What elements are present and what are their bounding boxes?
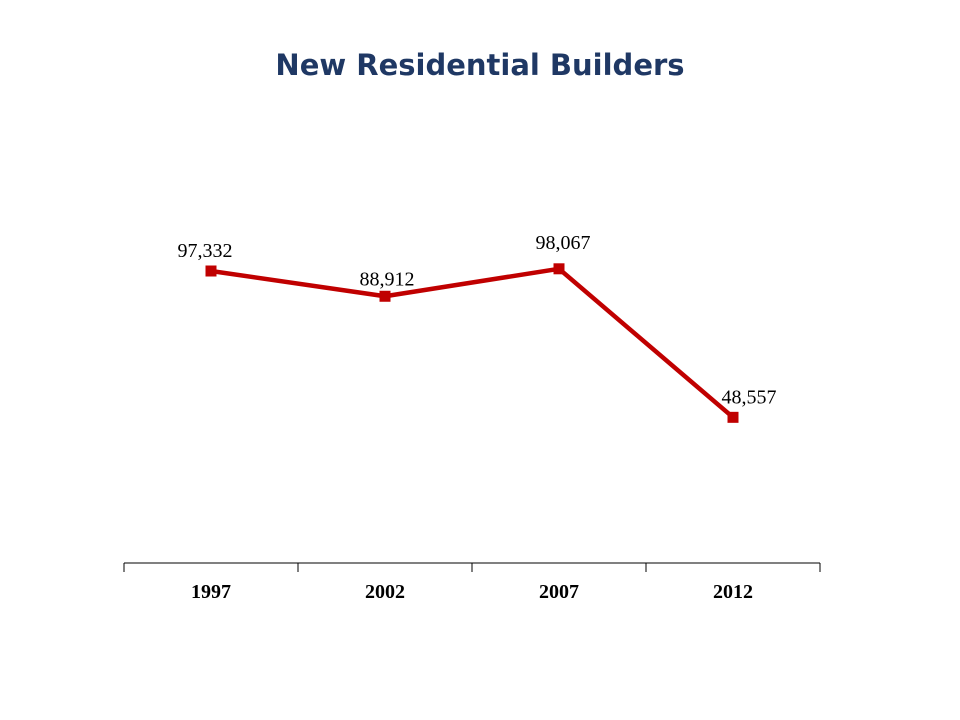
data-point-marker: [379, 290, 391, 302]
data-point-marker: [553, 263, 565, 275]
data-label: 48,557: [722, 386, 777, 408]
x-tick-label: 2012: [713, 581, 753, 603]
data-point-marker: [205, 265, 217, 277]
x-axis: 1997 2002 2007 2012: [123, 562, 821, 603]
data-label: 97,332: [178, 240, 233, 262]
x-tick-label: 2007: [539, 581, 579, 603]
data-label: 88,912: [360, 268, 415, 290]
x-tick-label: 1997: [191, 581, 231, 603]
x-tick-label: 2002: [365, 581, 405, 603]
plot-area: 97,332 88,912 98,067 48,557: [178, 232, 777, 423]
series-line: [210, 266, 735, 420]
chart-title: New Residential Builders: [275, 48, 685, 82]
data-point-marker: [727, 411, 739, 423]
data-label: 98,067: [536, 232, 591, 254]
